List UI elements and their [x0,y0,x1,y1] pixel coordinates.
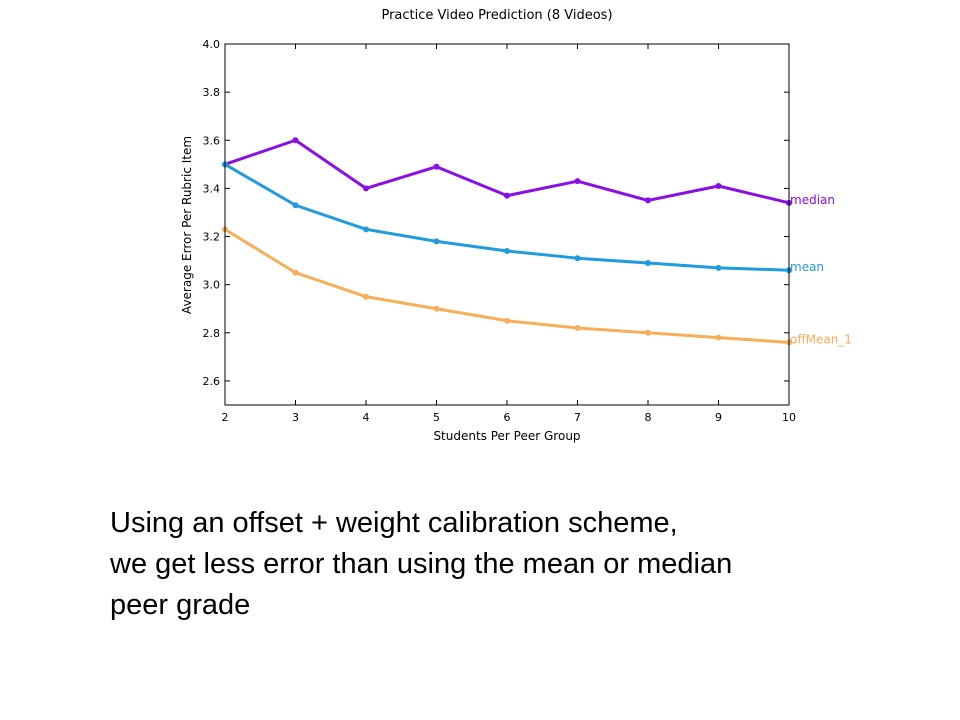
data-point-offMean_1 [292,269,299,276]
data-point-offMean_1 [715,334,722,341]
data-point-mean [574,255,581,262]
caption-line-2: we get less error than using the mean or… [110,548,733,580]
x-tick-label: 5 [433,411,440,424]
data-point-median [433,163,440,170]
series-label-mean: mean [790,260,824,274]
x-axis-label: Students Per Peer Group [433,429,580,443]
x-tick-label: 8 [645,411,652,424]
data-point-median [363,185,369,192]
y-axis-label: Average Error Per Rubric Item [180,136,194,314]
data-point-offMean_1 [504,317,510,324]
data-point-mean [504,247,510,254]
data-point-median [645,197,651,204]
y-tick-label: 2.8 [203,327,221,340]
data-point-median [715,182,722,189]
y-tick-label: 2.6 [203,375,221,388]
y-tick-label: 3.0 [203,279,221,292]
data-point-median [574,178,581,185]
series-label-median: median [790,193,835,207]
y-tick-label: 3.6 [203,134,221,147]
caption-line-3: peer grade [110,589,251,621]
caption-text: Using an offset + weight calibration sch… [110,503,910,626]
series-line-offMean_1 [223,227,791,344]
chart-title: Practice Video Prediction (8 Videos) [381,8,612,23]
data-point-median [292,137,299,144]
data-point-mean [715,264,722,271]
x-tick-label: 9 [715,411,722,424]
y-tick-label: 3.2 [203,231,221,244]
y-tick-label: 3.8 [203,86,221,99]
x-tick-label: 2 [222,411,229,424]
x-tick-label: 10 [782,411,796,424]
plot-frame [224,43,790,406]
x-tick-label: 7 [574,411,581,424]
x-tick-label: 6 [504,411,511,424]
y-tick-label: 3.4 [203,182,221,195]
data-point-mean [363,226,369,233]
line-chart: Practice Video Prediction (8 Videos) 2 3 4… [180,8,852,443]
series-label-offMean_1: offMean_1 [790,332,852,346]
data-point-offMean_1 [574,324,581,331]
data-point-offMean_1 [433,305,440,312]
y-tick-label: 4.0 [203,38,221,51]
x-tick-label: 4 [363,411,370,424]
data-point-offMean_1 [645,329,651,336]
data-point-offMean_1 [363,293,369,300]
data-point-mean [292,202,299,209]
data-point-median [504,192,510,199]
caption-line-1: Using an offset + weight calibration sch… [110,507,678,539]
x-tick-label: 3 [292,411,299,424]
data-point-mean [433,238,440,245]
data-point-mean [645,260,651,267]
series-line-mean [223,162,791,272]
plot-area: 2 3 4 5 6 7 8 9 10 2.6 2.8 3.0 3.2 3.4 3.6 3.8 4.0 median… [203,38,852,424]
